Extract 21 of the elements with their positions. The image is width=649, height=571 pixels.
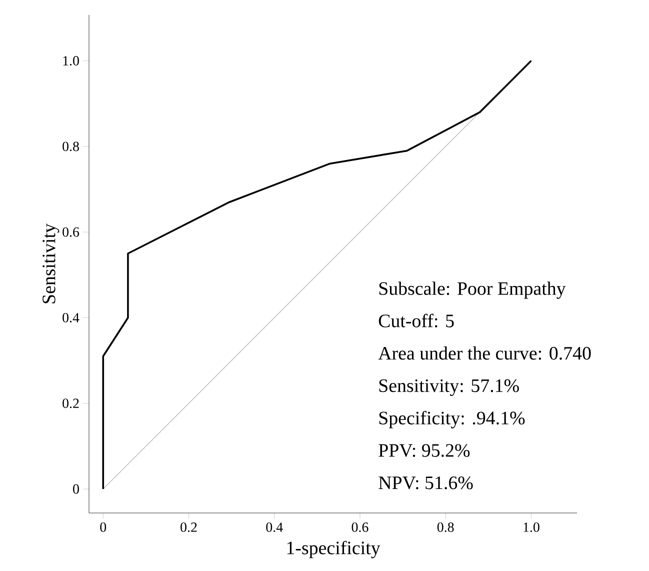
x-tick-label: 1.0 — [524, 522, 540, 532]
annotation: PPV: 95.2% — [378, 444, 470, 457]
y-axis-title: Sensitivity — [42, 224, 60, 304]
annotation: Cut-off: 5 — [378, 314, 454, 328]
annotation: Subscale: Poor Empathy — [379, 282, 566, 299]
y-tick-label: 0.8 — [62, 142, 79, 152]
y-tick-label: 1.0 — [63, 56, 79, 66]
annotation: Sensitivity: 57.1% — [379, 379, 519, 396]
x-tick-label: 0.2 — [180, 522, 197, 532]
x-tick-label: 0.8 — [437, 522, 454, 532]
x-tick-label: 0.6 — [352, 522, 368, 532]
y-tick-label: 0.2 — [62, 398, 79, 408]
y-tick-label: 0.4 — [62, 312, 80, 322]
x-tick-label: 0 — [100, 522, 106, 532]
x-tick-label: 0.4 — [266, 522, 283, 532]
annotation: Area under the curve: 0.740 — [378, 346, 591, 360]
annotation: NPV: 51.6% — [378, 476, 473, 490]
annotation: Specificity: .94.1% — [379, 410, 525, 428]
y-tick-label: 0.6 — [62, 227, 80, 237]
y-tick-label: 0 — [73, 484, 79, 494]
x-axis-title: 1-specificity — [287, 540, 380, 558]
